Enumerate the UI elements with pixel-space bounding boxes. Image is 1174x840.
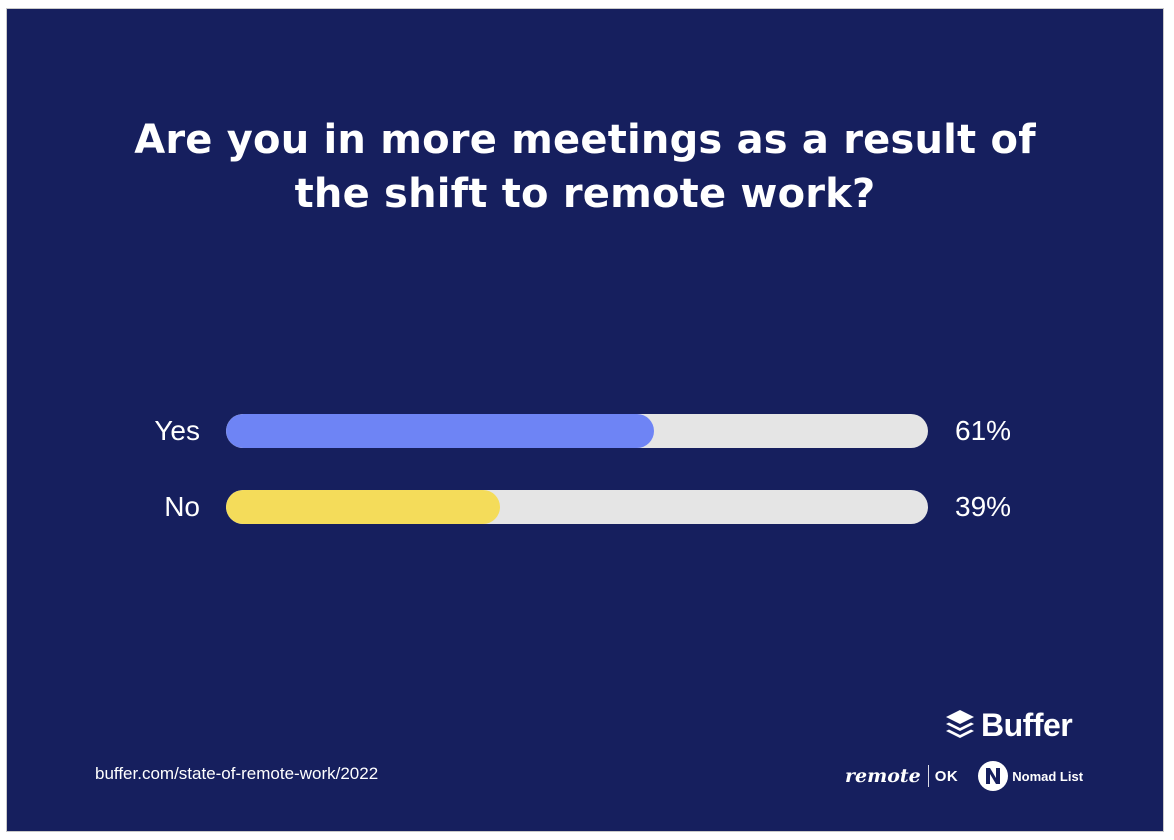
bar-track bbox=[226, 414, 928, 448]
chart-title: Are you in more meetings as a result of … bbox=[7, 113, 1163, 221]
chart-card: Are you in more meetings as a result of … bbox=[6, 8, 1164, 832]
bar-row-yes: Yes 61% bbox=[7, 413, 1163, 449]
nomad-list-logo-text: Nomad List bbox=[1012, 768, 1084, 784]
partner-logos: remote OK Nomad List bbox=[845, 761, 1083, 791]
buffer-layers-icon bbox=[946, 710, 974, 738]
chart-title-line-2: the shift to remote work? bbox=[294, 171, 876, 217]
bar-fill bbox=[226, 414, 655, 448]
source-url[interactable]: buffer.com/state-of-remote-work/2022 bbox=[95, 764, 379, 783]
category-label: Yes bbox=[154, 415, 200, 446]
value-label: 61% bbox=[955, 415, 1012, 446]
logo-divider bbox=[927, 765, 929, 787]
buffer-logo: Buffer bbox=[945, 705, 1073, 745]
chart-title-line-1: Are you in more meetings as a result of bbox=[134, 117, 1036, 163]
bar-track bbox=[226, 490, 928, 524]
buffer-logo-text: Buffer bbox=[981, 706, 1073, 743]
remoteok-logo-ok: OK bbox=[934, 767, 959, 785]
nomad-list-n-icon bbox=[978, 761, 1009, 791]
bar-row-no: No 39% bbox=[7, 489, 1163, 525]
value-label: 39% bbox=[955, 491, 1012, 522]
category-label: No bbox=[164, 491, 200, 522]
remoteok-logo-remote: remote bbox=[845, 765, 921, 787]
bar-fill bbox=[226, 490, 500, 524]
